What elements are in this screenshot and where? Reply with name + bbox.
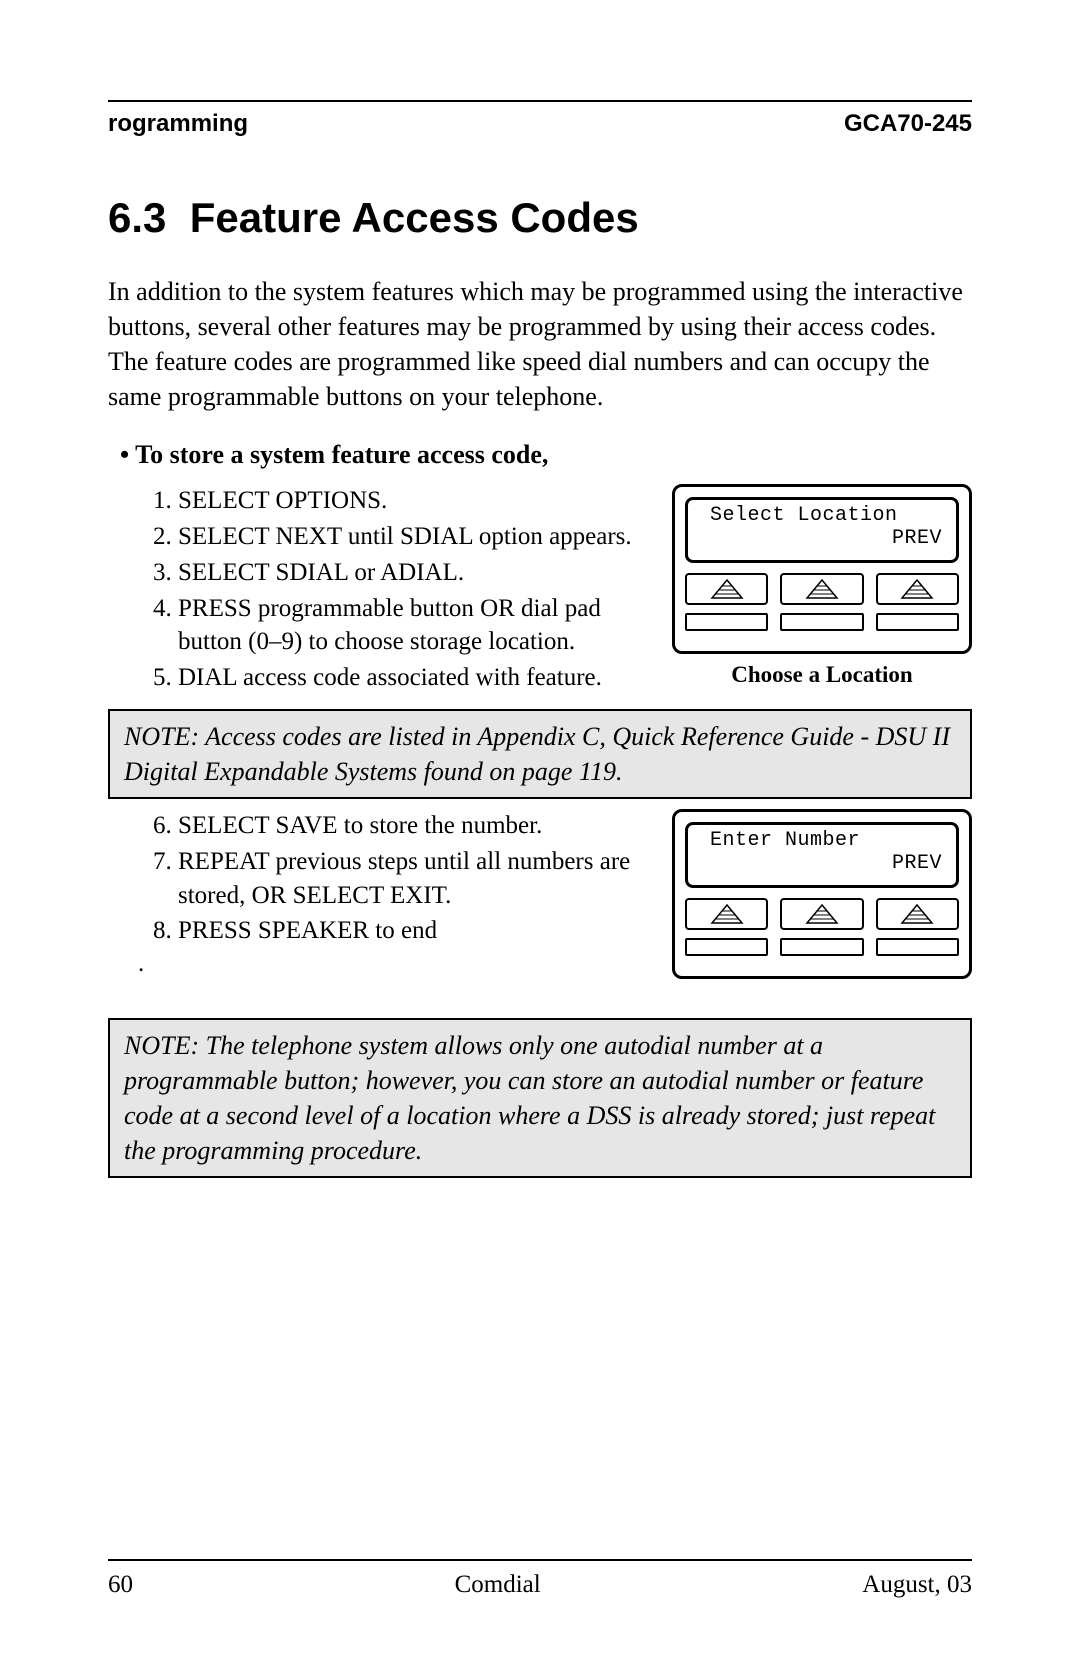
lcd-line1: Enter Number (696, 829, 948, 852)
footer-date: August, 03 (862, 1571, 972, 1599)
note-box-2: NOTE: The telephone system allows only o… (108, 1018, 972, 1178)
intro-paragraph: In addition to the system features which… (108, 274, 972, 414)
phone-panel: Select Location PREV (672, 484, 972, 654)
figure-choose-location: Select Location PREV Choose a Location (672, 484, 972, 688)
softkey-button (685, 573, 768, 605)
softkey-button (780, 898, 863, 930)
softkey-row (685, 898, 959, 930)
softkey-button (876, 898, 959, 930)
lcd-line1: Select Location (696, 504, 948, 527)
button-row (685, 613, 959, 631)
section-number: 6.3 (108, 194, 166, 241)
phone-panel: Enter Number PREV (672, 809, 972, 979)
footer-rule (108, 1559, 972, 1561)
lcd-screen: Enter Number PREV (685, 822, 959, 888)
page-header: rogramming GCA70-245 (108, 110, 972, 138)
header-right: GCA70-245 (844, 110, 972, 138)
header-left: rogramming (108, 110, 248, 138)
lcd-screen: Select Location PREV (685, 497, 959, 563)
button-row (685, 938, 959, 956)
steps-block-1: SELECT OPTIONS. SELECT NEXT until SDIAL … (108, 484, 972, 695)
phone-button (876, 938, 959, 956)
subsection-bullet: To store a system feature access code, (108, 440, 972, 470)
phone-button (780, 613, 863, 631)
softkey-button (780, 573, 863, 605)
softkey-row (685, 573, 959, 605)
footer-page-number: 60 (108, 1571, 133, 1599)
softkey-button (685, 898, 768, 930)
phone-button (876, 613, 959, 631)
section-name: Feature Access Codes (190, 194, 639, 241)
phone-button (685, 613, 768, 631)
phone-button (685, 938, 768, 956)
section-title: 6.3 Feature Access Codes (108, 194, 972, 242)
steps-block-2: SELECT SAVE to store the number. REPEAT … (108, 809, 972, 978)
phone-button (780, 938, 863, 956)
header-rule (108, 100, 972, 102)
softkey-button (876, 573, 959, 605)
footer-center: Comdial (455, 1571, 541, 1599)
page-footer: 60 Comdial August, 03 (108, 1559, 972, 1599)
note-box-1: NOTE: Access codes are listed in Appendi… (108, 709, 972, 799)
figure-enter-number: Enter Number PREV (672, 809, 972, 979)
lcd-line2: PREV (696, 527, 948, 550)
figure-caption: Choose a Location (672, 662, 972, 688)
lcd-line2: PREV (696, 852, 948, 875)
